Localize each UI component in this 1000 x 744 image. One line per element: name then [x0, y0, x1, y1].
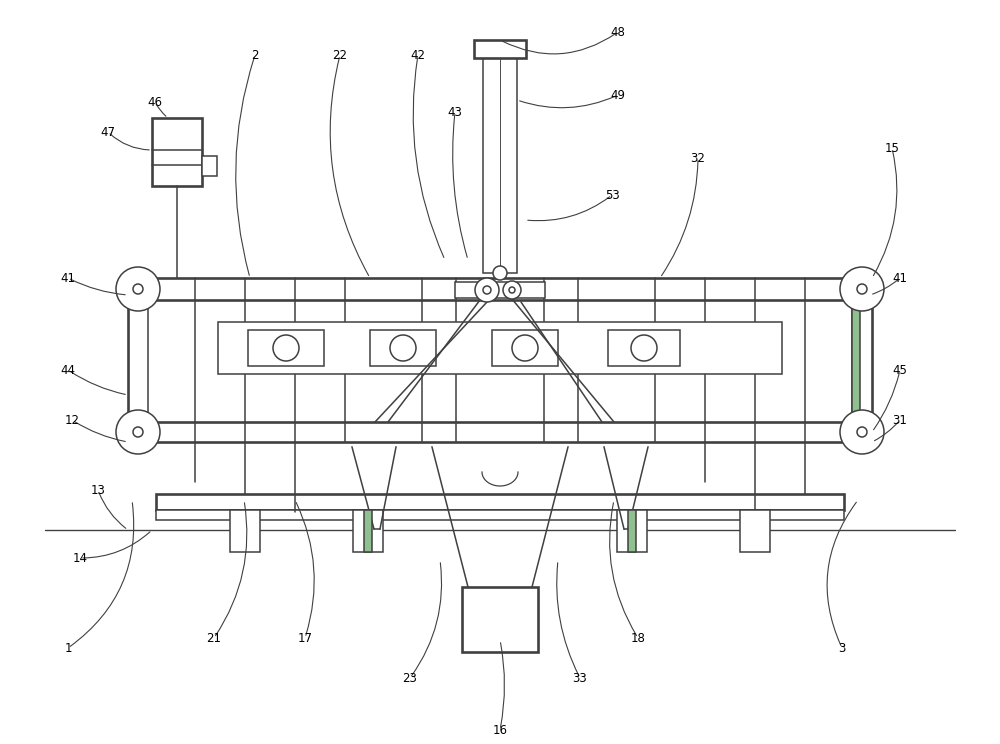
Text: 21: 21	[207, 632, 222, 644]
Bar	[608, 330, 680, 366]
Bar	[492, 330, 558, 366]
Text: 41: 41	[893, 272, 908, 284]
Text: 12: 12	[64, 414, 80, 426]
Circle shape	[512, 335, 538, 361]
Circle shape	[133, 427, 143, 437]
Text: 23: 23	[403, 672, 417, 684]
Bar	[483, 58, 517, 273]
Bar	[370, 330, 436, 366]
Text: 49: 49	[610, 89, 626, 101]
Bar	[230, 510, 260, 552]
Circle shape	[509, 287, 515, 293]
Bar	[462, 587, 538, 652]
Text: 33: 33	[573, 672, 587, 684]
Circle shape	[475, 278, 499, 302]
Circle shape	[493, 266, 507, 280]
Text: 18: 18	[631, 632, 645, 644]
Bar	[156, 510, 844, 520]
Text: 17: 17	[298, 632, 312, 644]
Text: 41: 41	[60, 272, 76, 284]
Bar	[353, 510, 383, 552]
Text: 13: 13	[91, 484, 105, 496]
Bar	[202, 156, 217, 176]
Circle shape	[857, 284, 867, 294]
Text: 15: 15	[885, 141, 899, 155]
Text: 43: 43	[448, 106, 462, 118]
Circle shape	[116, 267, 160, 311]
Text: 3: 3	[838, 641, 846, 655]
Bar	[152, 118, 202, 186]
Text: 47: 47	[100, 126, 116, 138]
Bar	[218, 322, 782, 374]
Bar	[128, 422, 872, 442]
Circle shape	[503, 281, 521, 299]
Bar	[156, 494, 844, 510]
Text: 48: 48	[611, 25, 625, 39]
Text: 22: 22	[332, 48, 348, 62]
Text: 1: 1	[64, 641, 72, 655]
Circle shape	[857, 427, 867, 437]
Text: 31: 31	[893, 414, 907, 426]
Bar	[128, 278, 872, 300]
Text: 53: 53	[605, 188, 619, 202]
Text: 2: 2	[251, 48, 259, 62]
Bar	[364, 510, 372, 552]
Circle shape	[483, 286, 491, 294]
Text: 32: 32	[691, 152, 705, 164]
Bar	[455, 282, 545, 298]
Circle shape	[116, 410, 160, 454]
Circle shape	[273, 335, 299, 361]
Text: 42: 42	[411, 48, 426, 62]
Bar	[474, 40, 526, 58]
Bar	[852, 300, 860, 422]
Circle shape	[840, 267, 884, 311]
Bar	[628, 510, 636, 552]
Bar	[740, 510, 770, 552]
Text: 45: 45	[893, 364, 907, 376]
Circle shape	[390, 335, 416, 361]
Bar	[617, 510, 647, 552]
Text: 46: 46	[148, 95, 162, 109]
Text: 44: 44	[60, 364, 76, 376]
Circle shape	[840, 410, 884, 454]
Text: 16: 16	[492, 723, 508, 737]
Bar	[248, 330, 324, 366]
Text: 14: 14	[72, 551, 88, 565]
Circle shape	[133, 284, 143, 294]
Circle shape	[631, 335, 657, 361]
